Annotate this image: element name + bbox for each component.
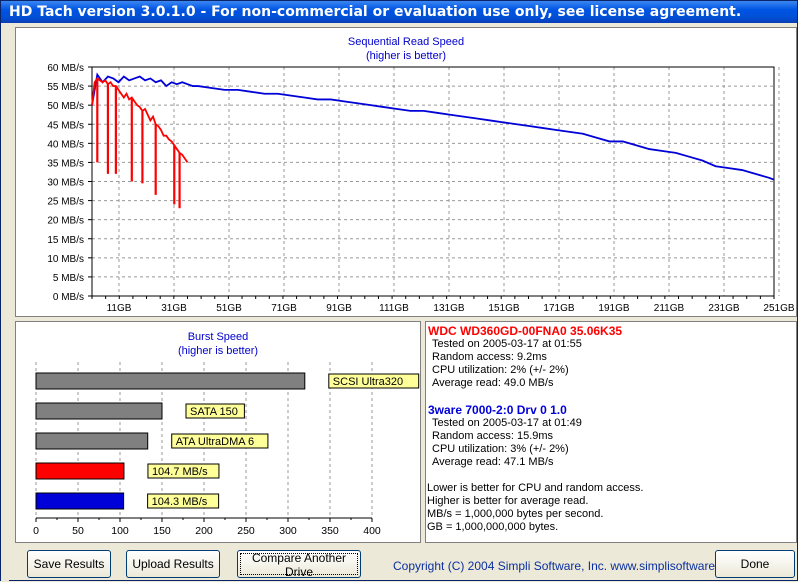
bar-label-box [185, 403, 245, 419]
chart-subtitle: (higher is better) [178, 345, 258, 357]
x-tick-label: 31GB [161, 303, 187, 314]
x-tick-label: 300 [279, 525, 297, 537]
y-tick-label: 5 MB/s [53, 273, 84, 284]
drive1-tested: Tested on 2005-03-17 at 01:55 [432, 338, 582, 350]
burst-bar [35, 402, 163, 420]
x-tick-label: 131GB [433, 303, 464, 314]
note-line: Lower is better for CPU and random acces… [427, 482, 644, 494]
y-tick-label: 25 MB/s [47, 197, 84, 208]
burst-bar [35, 432, 149, 450]
y-tick-label: 0 MB/s [53, 292, 84, 303]
bar-label-box [328, 373, 420, 389]
x-tick-label: 51GB [216, 303, 242, 314]
x-tick-label: 150 [153, 525, 171, 537]
x-tick-label: 111GB [379, 303, 409, 314]
x-tick-label: 100 [111, 525, 129, 537]
sequential-read-panel: Sequential Read Speed (higher is better) 6… [15, 27, 797, 317]
drive1-title: WDC WD360GD-00FNA0 35.06K35 [428, 324, 623, 338]
bar-label: 104.7 MB/s [152, 466, 208, 478]
drive2-cpu: CPU utilization: 3% (+/- 2%) [432, 443, 569, 455]
done-button[interactable]: Done [715, 550, 795, 578]
compare-another-drive-button[interactable]: Compare Another Drive [237, 550, 361, 579]
y-tick-label: 35 MB/s [47, 158, 84, 169]
x-tick-label: 250 [237, 525, 255, 537]
burst-bar [35, 462, 125, 480]
drive1-cpu: CPU utilization: 2% (+/- 2%) [432, 364, 569, 376]
x-tick-label: 0 [33, 525, 39, 537]
left-edge [1, 23, 9, 582]
title-bar: HD Tach version 3.0.1.0 - For non-commer… [1, 1, 797, 23]
copyright-text: Copyright (C) 2004 Simpli Software, Inc.… [393, 559, 742, 573]
x-tick-label: 171GB [543, 303, 574, 314]
y-tick-label: 50 MB/s [47, 101, 84, 112]
y-tick-label: 40 MB/s [47, 139, 84, 150]
x-tick-label: 71GB [271, 303, 297, 314]
drive2-average-read: Average read: 47.1 MB/s [432, 456, 554, 468]
x-tick-label: 200 [195, 525, 213, 537]
drive1-random-access: Random access: 9.2ms [432, 351, 547, 363]
x-tick-label: 50 [72, 525, 84, 537]
chart-title: Burst Speed [188, 331, 249, 343]
plot-frame [91, 66, 775, 297]
burst-speed-chart: Burst Speed (higher is better) 0 50 100 150 20… [33, 331, 420, 537]
save-results-button[interactable]: Save Results [27, 550, 111, 578]
drive-info-panel: WDC WD360GD-00FNA0 35.06K35 Tested on 20… [425, 321, 797, 543]
chart-subtitle: (higher is better) [366, 50, 446, 62]
drive2-random-access: Random access: 15.9ms [432, 430, 554, 442]
y-tick-label: 15 MB/s [47, 235, 84, 246]
y-tick-label: 60 MB/s [47, 63, 84, 74]
drive1-average-read: Average read: 49.0 MB/s [432, 377, 554, 389]
bar-label: 104.3 MB/s [152, 496, 208, 508]
burst-speed-panel: Burst Speed (higher is better) 0 50 100 150 20… [15, 321, 421, 543]
y-tick-label: 45 MB/s [47, 120, 84, 131]
burst-bar [35, 492, 125, 510]
y-tick-label: 30 MB/s [47, 178, 84, 189]
x-tick-label: 11GB [107, 303, 132, 314]
bar-label-box [171, 433, 269, 449]
x-tick-label: 231GB [708, 303, 739, 314]
y-tick-label: 55 MB/s [47, 82, 84, 93]
upload-results-button[interactable]: Upload Results [126, 550, 220, 578]
x-tick-label: 151GB [488, 303, 519, 314]
bar-label: SCSI Ultra320 [333, 376, 403, 388]
bar-label-box [147, 463, 220, 479]
drive2-title: 3ware 7000-2:0 Drv 0 1.0 [428, 403, 567, 417]
chart-title: Sequential Read Speed [348, 36, 464, 48]
note-line: GB = 1,000,000,000 bytes. [427, 521, 559, 533]
drive2-read-line [91, 72, 775, 181]
burst-bar [35, 372, 306, 390]
note-line: Higher is better for average read. [427, 495, 589, 507]
x-tick-label: 251GB [763, 303, 794, 314]
bar-label-box [147, 493, 220, 509]
bar-label: ATA UltraDMA 6 [176, 436, 254, 448]
bar-label: SATA 150 [190, 406, 238, 418]
x-tick-label: 91GB [326, 303, 352, 314]
drive2-tested: Tested on 2005-03-17 at 01:49 [432, 417, 582, 429]
x-tick-label: 211GB [654, 303, 685, 314]
x-tick-label: 350 [321, 525, 339, 537]
y-tick-label: 20 MB/s [47, 216, 84, 227]
x-tick-label: 400 [363, 525, 381, 537]
note-line: MB/s = 1,000,000 bytes per second. [427, 508, 604, 520]
x-tick-label: 191GB [598, 303, 629, 314]
y-tick-label: 10 MB/s [47, 254, 84, 265]
sequential-read-chart: Sequential Read Speed (higher is better) 6… [47, 36, 795, 314]
